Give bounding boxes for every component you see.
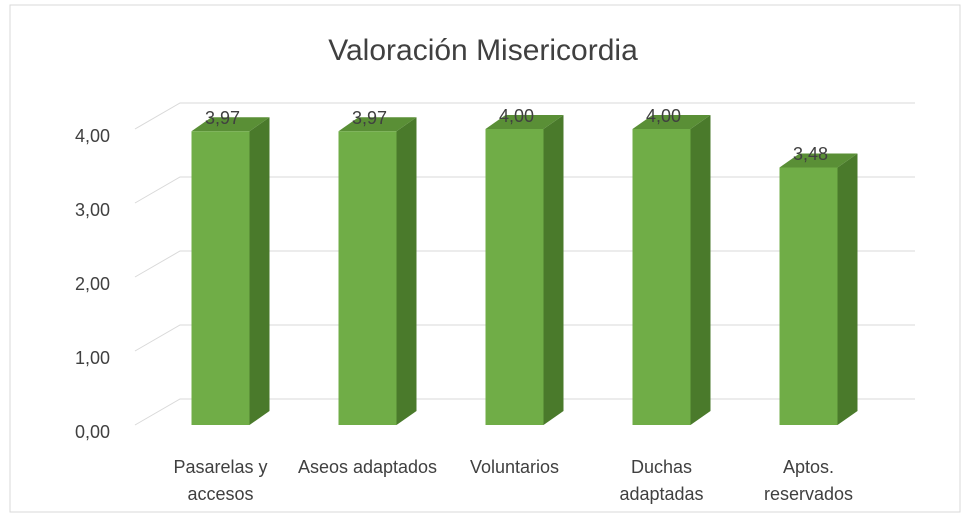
bar-top	[191, 117, 270, 132]
bar-side	[396, 117, 417, 425]
chart-border	[9, 4, 961, 513]
x-tick-label: Pasarelas y accesos	[173, 457, 268, 504]
y-tick-label: 3,00	[75, 200, 110, 220]
bar-side	[690, 115, 711, 425]
value-label: 3,97	[352, 108, 387, 128]
x-tick-label: Duchas adaptadas	[619, 457, 704, 504]
value-label: 3,97	[205, 108, 240, 128]
bar-side	[543, 115, 564, 425]
y-tick-label: 1,00	[75, 348, 110, 368]
x-tick-label: Aseos adaptados	[297, 457, 438, 477]
bar-top	[485, 115, 564, 129]
value-label: 4,00	[646, 106, 681, 126]
bar-front	[485, 129, 544, 425]
bar-top	[632, 115, 711, 129]
bar-side	[249, 117, 270, 425]
bar	[779, 153, 858, 426]
chart-title: Valoración Misericordia	[328, 34, 638, 67]
bar	[485, 115, 564, 425]
bar-top	[338, 117, 417, 132]
y-tick-label: 0,00	[75, 422, 110, 442]
bar-front	[191, 131, 250, 425]
grid-line	[134, 102, 915, 130]
bar-front	[338, 131, 397, 425]
y-tick-label: 4,00	[75, 126, 110, 146]
bar-front	[632, 129, 691, 425]
bar	[338, 117, 417, 425]
bar	[191, 117, 270, 425]
bar-front	[779, 167, 838, 426]
bar-side	[837, 153, 858, 426]
bar-top	[779, 153, 858, 168]
bar	[632, 115, 711, 425]
x-tick-label: Voluntarios	[469, 457, 560, 477]
y-tick-label: 2,00	[75, 274, 110, 294]
value-label: 4,00	[499, 106, 534, 126]
x-tick-label: Aptos. reservados	[763, 457, 854, 504]
value-label: 3,48	[793, 144, 828, 164]
